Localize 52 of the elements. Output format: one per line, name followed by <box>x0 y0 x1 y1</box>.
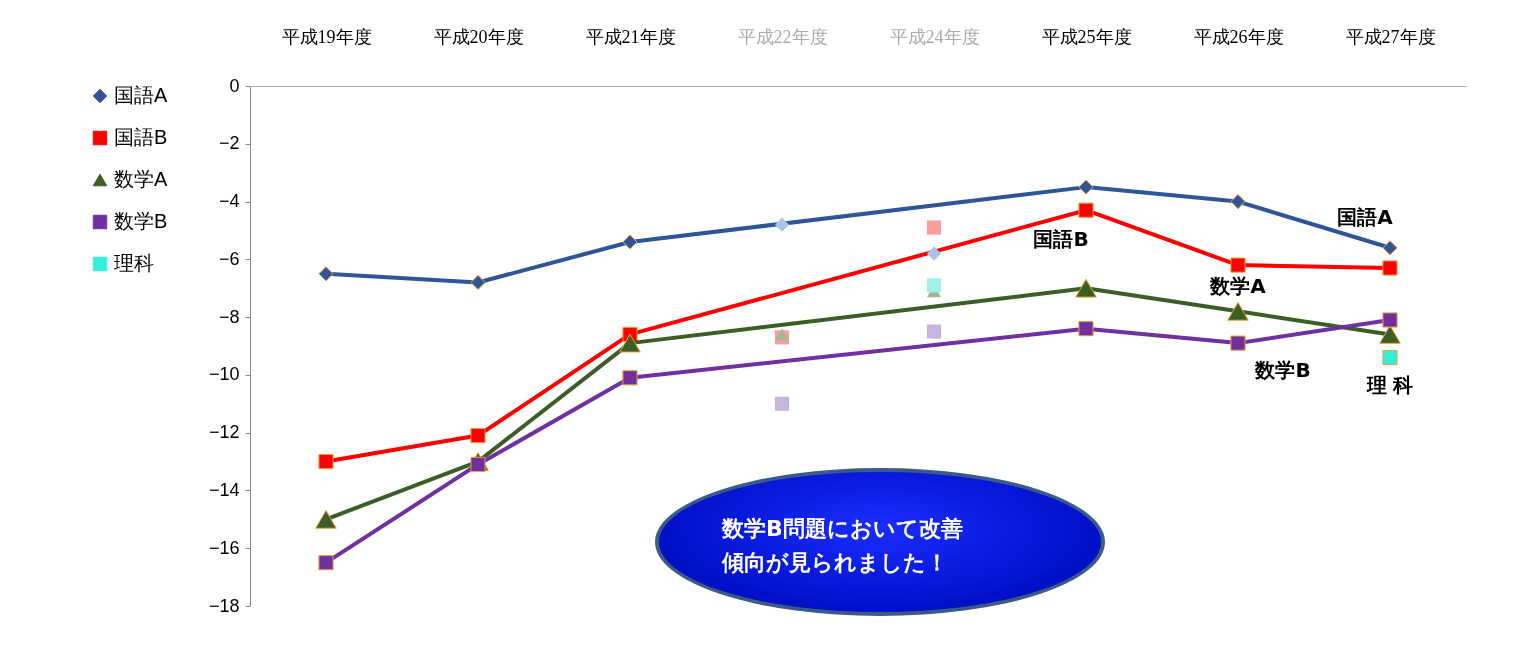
annotation: 数学B <box>1254 358 1311 383</box>
legend-label: 国語A <box>114 84 168 106</box>
y-tick-label: −8 <box>218 306 240 327</box>
legend-label: 数学B <box>114 210 168 232</box>
x-tick-label: 平成22年度 <box>737 26 828 47</box>
legend-label: 理科 <box>114 252 154 274</box>
point <box>1230 335 1246 351</box>
y-tick-label: −12 <box>208 422 240 443</box>
point <box>1379 325 1401 344</box>
y-tick-label: −18 <box>208 595 240 616</box>
legend-label: 国語B <box>114 126 168 148</box>
legend-label: 数学A <box>114 168 168 190</box>
point <box>1230 257 1246 273</box>
annotation: 国語A <box>1337 204 1394 229</box>
point <box>1075 278 1097 298</box>
x-tick-label: 平成25年度 <box>1041 26 1132 47</box>
point <box>619 333 641 353</box>
point <box>1078 202 1094 218</box>
point <box>622 370 638 386</box>
point <box>470 427 486 444</box>
y-tick-label: −16 <box>208 537 240 558</box>
y-tick-label: −10 <box>208 364 240 385</box>
annotation: 国語B <box>1033 227 1089 252</box>
x-tick-label: 平成19年度 <box>281 26 372 47</box>
annotation: 理 科 <box>1365 372 1414 397</box>
point <box>1230 193 1246 210</box>
x-tick-label: 平成26年度 <box>1193 26 1284 47</box>
annotation: 数学B問題において改善傾向が見られました！ <box>722 515 964 577</box>
x-tick-label: 平成27年度 <box>1345 26 1436 47</box>
x-tick-label: 平成21年度 <box>585 26 676 47</box>
y-tick-label: −6 <box>218 248 240 269</box>
x-tick-label: 平成20年度 <box>433 26 524 47</box>
point <box>1078 321 1094 337</box>
point <box>318 266 334 282</box>
point <box>470 456 486 473</box>
y-tick-label: −4 <box>218 191 240 212</box>
point <box>318 555 334 571</box>
y-tick-label: −14 <box>208 479 240 500</box>
y-tick-label: 0 <box>229 75 240 96</box>
point <box>622 234 638 250</box>
point <box>1382 240 1398 256</box>
point <box>470 274 486 291</box>
point <box>1227 301 1249 321</box>
point <box>1382 349 1398 366</box>
point <box>315 509 337 529</box>
point <box>1382 260 1398 276</box>
annotation: 数学A <box>1209 274 1267 299</box>
point <box>1078 179 1094 195</box>
y-tick-label: −2 <box>218 133 240 154</box>
point <box>318 453 334 470</box>
x-tick-label: 平成24年度 <box>889 26 980 47</box>
point <box>1382 312 1398 328</box>
